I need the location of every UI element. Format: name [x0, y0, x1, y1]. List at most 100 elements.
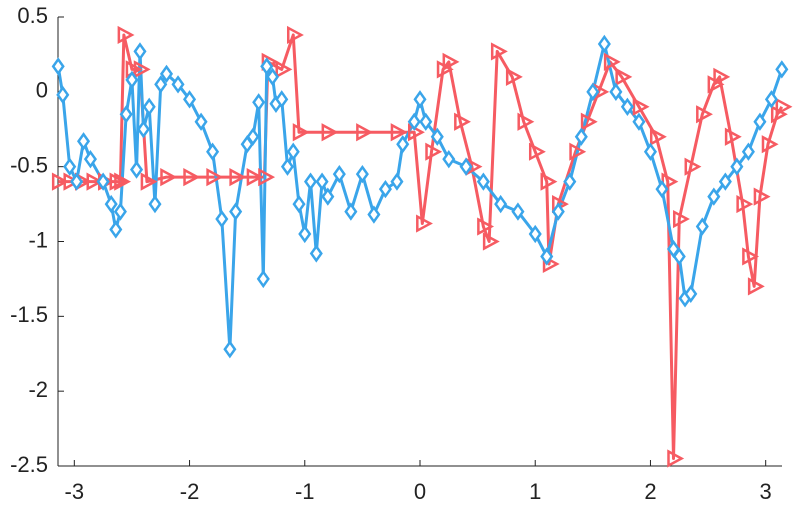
point-marker	[482, 232, 500, 251]
point-marker	[673, 209, 690, 229]
point-marker	[117, 25, 135, 45]
point-marker	[684, 157, 702, 176]
y-tick-label: -1.5	[10, 302, 48, 327]
point-marker	[286, 25, 304, 45]
point-marker	[309, 244, 323, 263]
point-marker	[505, 67, 523, 86]
point-marker	[344, 202, 358, 221]
x-tick-label: -2	[180, 479, 200, 504]
point-marker	[119, 105, 133, 124]
point-marker	[632, 112, 646, 131]
point-marker	[215, 209, 229, 229]
point-marker	[396, 135, 410, 154]
point-marker	[258, 168, 276, 187]
point-marker	[753, 112, 767, 131]
point-marker	[113, 202, 127, 221]
point-marker	[246, 168, 264, 187]
point-marker	[390, 123, 408, 142]
point-marker	[430, 127, 444, 146]
point-marker	[154, 75, 168, 94]
point-marker	[741, 142, 755, 161]
point-marker	[459, 157, 473, 176]
point-marker	[86, 172, 104, 191]
point-marker	[133, 42, 147, 61]
point-marker	[764, 90, 778, 109]
point-marker	[51, 57, 65, 76]
point-marker	[476, 172, 490, 191]
point-marker	[454, 112, 471, 131]
point-marker	[580, 112, 598, 131]
point-marker	[252, 93, 266, 112]
point-marker	[615, 67, 633, 86]
point-marker	[142, 97, 156, 116]
point-marker	[753, 187, 771, 206]
x-tick-label: 3	[760, 479, 772, 504]
point-marker	[246, 127, 260, 146]
point-marker	[390, 172, 404, 191]
point-marker	[315, 172, 329, 191]
point-marker	[229, 168, 247, 187]
point-marker	[724, 127, 742, 146]
point-marker	[96, 172, 110, 191]
x-tick-label: 1	[529, 479, 541, 504]
point-marker	[609, 82, 623, 101]
point-marker	[378, 179, 392, 199]
point-marker	[736, 194, 754, 214]
point-marker	[407, 112, 421, 131]
x-tick-label: -1	[295, 479, 315, 504]
point-marker	[183, 168, 201, 187]
point-marker	[517, 112, 535, 131]
point-marker	[275, 90, 289, 109]
point-marker	[63, 172, 81, 191]
point-marker	[494, 194, 508, 214]
point-marker	[265, 67, 280, 87]
point-marker	[713, 67, 731, 86]
point-marker	[528, 142, 546, 161]
point-marker	[574, 127, 588, 146]
point-marker	[260, 57, 274, 76]
point-marker	[63, 157, 77, 176]
point-marker	[569, 142, 587, 161]
point-marker	[76, 132, 91, 151]
point-marker	[321, 187, 335, 206]
point-marker	[223, 340, 237, 359]
point-marker	[183, 90, 197, 109]
x-tick-label: 0	[414, 479, 426, 504]
y-tick-label: 0.5	[17, 3, 48, 28]
point-marker	[620, 97, 634, 116]
point-marker	[194, 112, 208, 131]
point-marker	[416, 214, 433, 233]
point-marker	[542, 254, 560, 274]
point-marker	[442, 150, 456, 169]
point-marker	[511, 202, 525, 221]
point-marker	[563, 172, 577, 191]
point-marker	[477, 217, 495, 236]
point-marker	[140, 172, 158, 191]
point-marker	[742, 247, 760, 266]
point-marker	[597, 34, 611, 54]
point-marker	[303, 172, 318, 191]
point-marker	[684, 284, 698, 304]
point-marker	[70, 172, 84, 191]
y-tick-label: -0.5	[10, 152, 48, 177]
x-tick-label: 2	[644, 479, 656, 504]
point-marker	[442, 52, 460, 71]
point-marker	[419, 112, 433, 131]
point-marker	[109, 172, 127, 191]
point-marker	[292, 123, 310, 142]
point-marker	[355, 164, 369, 184]
point-marker	[649, 127, 667, 146]
point-marker	[206, 142, 220, 161]
y-tick-label: -2	[28, 377, 48, 402]
point-marker	[171, 75, 185, 94]
y-tick-label: -2.5	[10, 452, 48, 477]
point-marker	[256, 269, 270, 289]
point-marker	[136, 120, 150, 139]
point-marker	[551, 202, 565, 221]
point-marker	[425, 142, 443, 161]
point-marker	[148, 194, 162, 214]
point-marker	[770, 105, 788, 124]
point-marker	[540, 172, 558, 191]
point-marker	[160, 168, 178, 187]
